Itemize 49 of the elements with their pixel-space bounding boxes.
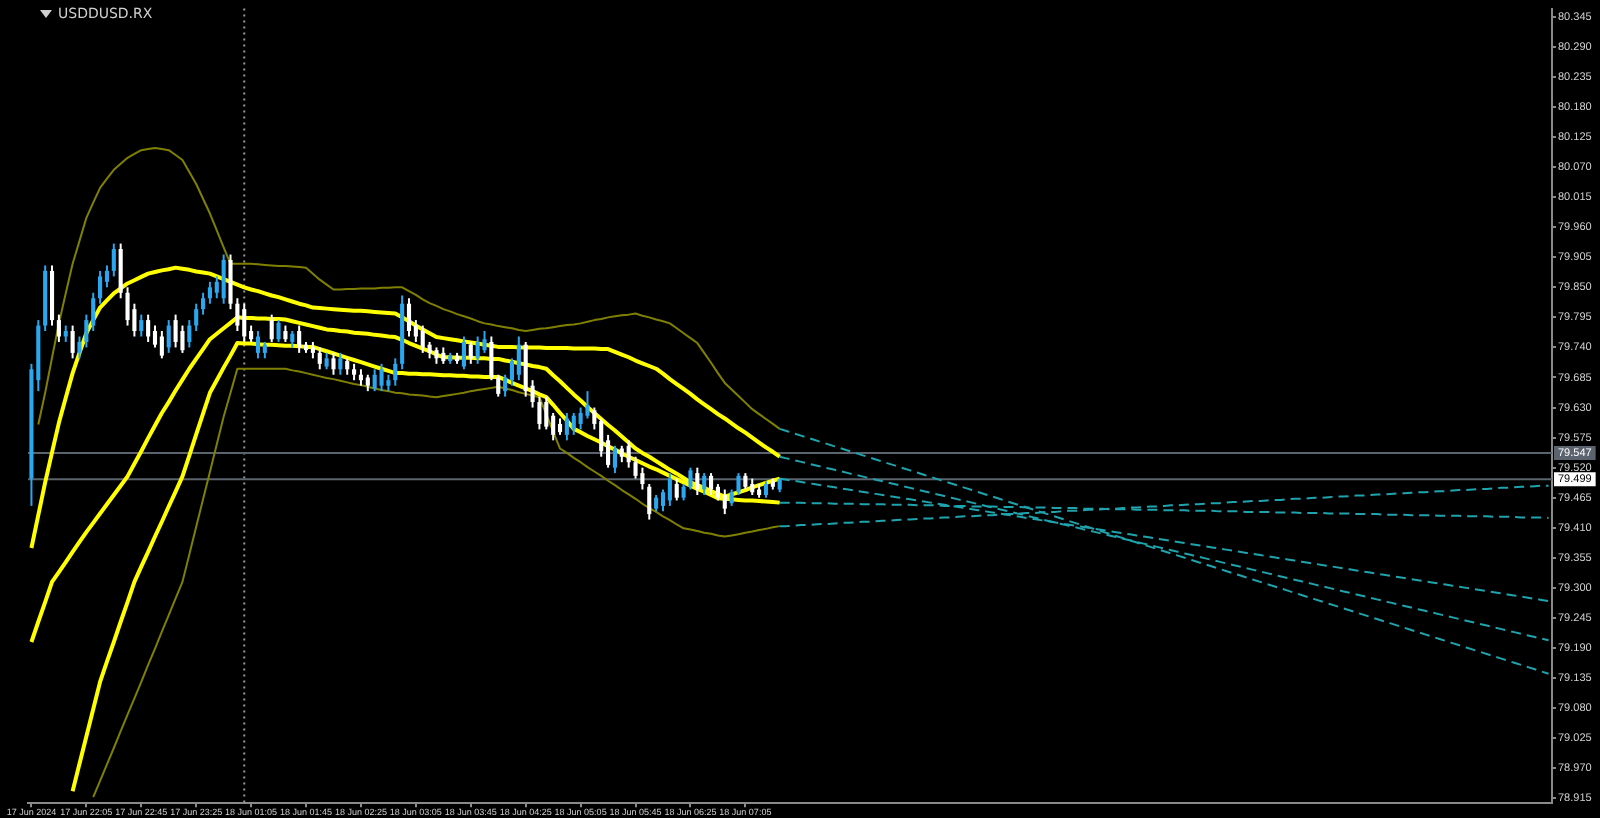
candlestick [276,319,281,343]
candlestick [56,313,61,343]
candlestick [599,417,604,458]
candlestick [667,472,672,507]
candlestick [338,351,343,376]
candlestick [523,340,528,398]
candlestick [564,412,569,442]
candlestick [242,302,247,343]
candlestick [571,412,576,436]
candlestick [207,280,212,305]
candlestick [626,439,631,469]
candlestick [722,488,727,516]
candlestick [159,330,164,360]
candlestick [674,477,679,502]
candlestick [70,324,75,360]
candlestick [317,346,322,371]
candlestick [297,324,302,354]
candlestick [98,269,103,305]
candlestick [461,335,466,371]
candlestick [468,340,473,365]
candlestick [544,395,549,431]
candlestick [489,335,494,382]
line-series [778,427,1550,675]
candlestick [372,368,377,393]
candlestick [420,324,425,354]
candlestick [516,335,521,382]
candlestick [194,302,199,333]
candlestick [269,313,274,343]
candlestick [406,297,412,338]
candlestick [475,335,480,365]
candlestick [496,373,501,398]
candlestick [187,319,192,349]
candlestick [709,472,714,496]
candlestick [166,319,171,354]
candlestick [379,362,384,393]
candlestick [111,242,116,278]
candlestick [173,313,178,349]
candlestick [146,313,151,343]
candlestick [139,313,144,338]
candlestick [695,466,700,496]
candlestick [612,444,618,475]
candlestick [331,351,336,376]
candlestick [702,472,707,496]
candlestick [393,357,398,387]
candlestick [152,324,158,349]
candlestick [221,253,226,305]
candlestick [201,291,206,316]
candlestick [255,330,261,360]
candlestick [647,483,652,521]
